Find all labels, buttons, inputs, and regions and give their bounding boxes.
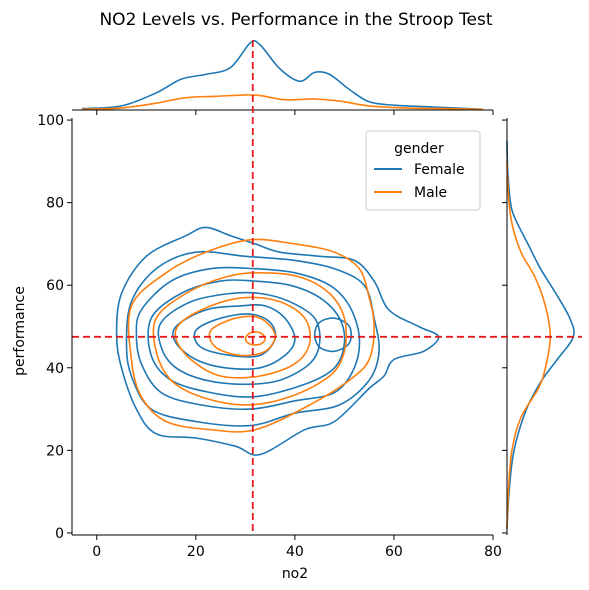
marginal-x-panel [72, 39, 494, 115]
legend-frame [365, 130, 481, 211]
marginal-y-panel [502, 118, 575, 535]
contour-female-level-1 [115, 226, 440, 456]
legend: gender Female Male [365, 130, 481, 211]
legend-title: gender [394, 141, 444, 157]
marginal-x-female [81, 39, 484, 111]
y-tick-label: 40 [46, 361, 64, 377]
x-tick-label: 20 [187, 544, 205, 560]
contour-male-level-1 [127, 238, 375, 433]
legend-label-male: Male [414, 185, 447, 201]
axes: 0 20 40 60 80 0 20 40 60 80 100 [37, 40, 582, 560]
contour-female-level-4 [147, 279, 346, 398]
contour-male-level-2 [152, 271, 348, 406]
y-tick-label: 20 [46, 443, 64, 459]
contour-female-level-8 [313, 317, 352, 353]
marginal-y-female [506, 140, 575, 529]
contour-female-level-5 [157, 291, 321, 386]
y-tick-label: 80 [46, 196, 64, 212]
legend-label-female: Female [414, 162, 465, 178]
x-tick-label: 80 [484, 544, 502, 560]
x-axis-label: no2 [282, 566, 308, 582]
y-tick-label: 100 [37, 113, 64, 129]
contour-male-level-5 [244, 331, 267, 346]
x-tick-label: 0 [92, 544, 101, 560]
marginal-x-male [81, 94, 484, 111]
contour-male-level-4 [208, 315, 276, 357]
chart-title: NO2 Levels vs. Performance in the Stroop… [99, 10, 492, 30]
contour-male-level-3 [174, 296, 312, 379]
y-axis-label: performance [12, 286, 28, 376]
x-tick-label: 40 [286, 544, 304, 560]
x-tick-label: 60 [385, 544, 403, 560]
y-tick-label: 0 [55, 526, 64, 542]
y-tick-label: 60 [46, 278, 64, 294]
contour-female-level-3 [135, 266, 361, 411]
contour-female-level-6 [172, 303, 296, 370]
joint-panel [115, 226, 440, 456]
